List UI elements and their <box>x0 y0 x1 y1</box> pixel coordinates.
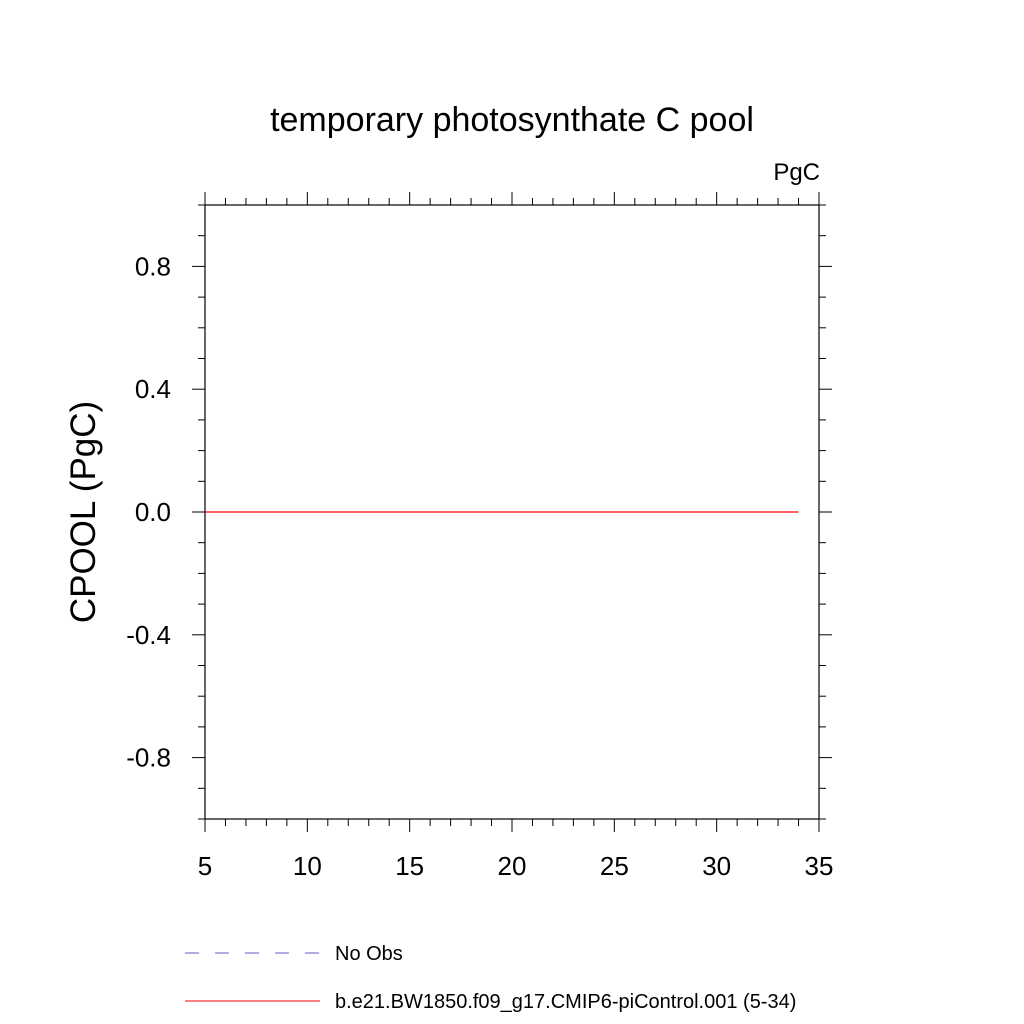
y-tick-label: -0.4 <box>126 620 171 650</box>
y-tick-label: 0.4 <box>135 374 171 404</box>
axis-ticks <box>192 192 832 832</box>
x-tick-label: 5 <box>198 851 212 881</box>
y-tick-label: 0.8 <box>135 251 171 281</box>
x-tick-label: 25 <box>600 851 629 881</box>
x-tick-label: 35 <box>805 851 834 881</box>
x-tick-label: 20 <box>498 851 527 881</box>
units-label: PgC <box>773 159 820 186</box>
y-axis-label: CPOOL (PgC) <box>64 401 103 623</box>
x-tick-label: 30 <box>702 851 731 881</box>
x-tick-label: 10 <box>293 851 322 881</box>
legend-label-0: No Obs <box>335 943 403 965</box>
axis-tick-labels: 5 10 15 20 25 30 35 -0.8 -0.4 0.0 0.4 0.8 <box>126 251 833 881</box>
chart-title: temporary photosynthate C pool <box>270 101 754 139</box>
y-tick-label: -0.8 <box>126 743 171 773</box>
x-tick-label: 15 <box>395 851 424 881</box>
legend-label-1: b.e21.BW1850.f09_g17.CMIP6-piControl.001… <box>335 991 796 1013</box>
y-tick-label: 0.0 <box>135 497 171 527</box>
legend: No Obs b.e21.BW1850.f09_g17.CMIP6-piContr… <box>185 943 796 1013</box>
